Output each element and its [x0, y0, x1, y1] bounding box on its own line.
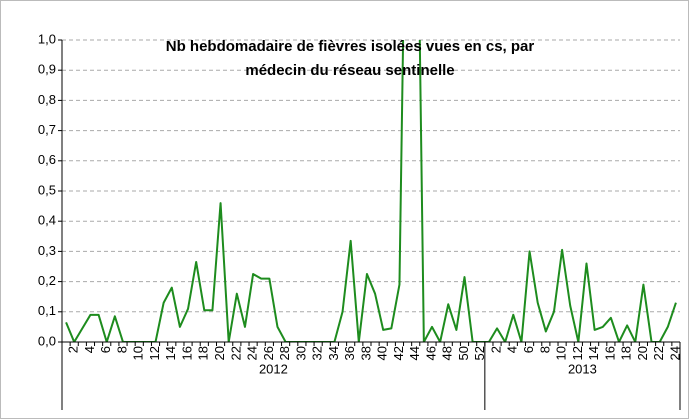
y-tick-label: 0,6 — [38, 152, 56, 167]
x-tick-label: 36 — [342, 346, 357, 360]
chart-title: Nb hebdomadaire de fièvres isolées vues … — [166, 38, 535, 55]
x-tick-label: 22 — [228, 346, 243, 360]
y-tick-label: 0,9 — [38, 62, 56, 77]
x-tick-label: 8 — [114, 346, 129, 353]
data-line — [65, 40, 677, 342]
y-tick-label: 0,7 — [38, 122, 56, 137]
x-tick-label: 4 — [505, 346, 520, 353]
group-label: 2013 — [568, 361, 597, 376]
x-tick-label: 34 — [326, 346, 341, 360]
x-tick-label: 50 — [456, 346, 471, 360]
group-label: 2012 — [259, 361, 288, 376]
x-tick-label: 16 — [179, 346, 194, 360]
x-tick-label: 24 — [667, 346, 682, 360]
plot-area — [65, 40, 677, 342]
x-tick-label: 12 — [570, 346, 585, 360]
y-tick-label: 0,4 — [38, 213, 56, 228]
y-tick-label: 0,8 — [38, 92, 56, 107]
x-tick-label: 48 — [440, 346, 455, 360]
x-tick-label: 26 — [261, 346, 276, 360]
x-tick-label: 40 — [375, 346, 390, 360]
x-tick-label: 30 — [293, 346, 308, 360]
x-tick-label: 44 — [407, 346, 422, 360]
y-tick-label: 0,0 — [38, 333, 56, 348]
x-tick-label: 4 — [82, 346, 97, 353]
x-tick-label: 6 — [98, 346, 113, 353]
y-tick-label: 0,2 — [38, 273, 56, 288]
x-tick-label: 8 — [537, 346, 552, 353]
x-tick-label: 52 — [472, 346, 487, 360]
x-tick-label: 14 — [163, 346, 178, 360]
x-tick-label: 6 — [521, 346, 536, 353]
x-tick-label: 10 — [131, 346, 146, 360]
x-tick-label: 32 — [310, 346, 325, 360]
x-tick-label: 38 — [358, 346, 373, 360]
x-tick-label: 18 — [196, 346, 211, 360]
x-tick-label: 24 — [245, 346, 260, 360]
x-tick-label: 28 — [277, 346, 292, 360]
x-tick-label: 22 — [651, 346, 666, 360]
x-tick-label: 42 — [391, 346, 406, 360]
x-tick-label: 20 — [635, 346, 650, 360]
y-tick-label: 0,5 — [38, 182, 56, 197]
x-tick-label: 20 — [212, 346, 227, 360]
y-tick-label: 0,3 — [38, 243, 56, 258]
x-tick-label: 18 — [619, 346, 634, 360]
x-tick-label: 10 — [554, 346, 569, 360]
x-tick-label: 46 — [423, 346, 438, 360]
x-tick-label: 2 — [488, 346, 503, 353]
x-tick-label: 16 — [602, 346, 617, 360]
y-tick-label: 0,1 — [38, 303, 56, 318]
x-tick-label: 14 — [586, 346, 601, 360]
x-tick-label: 2 — [66, 346, 81, 353]
x-tick-label: 12 — [147, 346, 162, 360]
chart-title: médecin du réseau sentinelle — [245, 62, 454, 79]
y-tick-label: 1,0 — [38, 31, 56, 46]
